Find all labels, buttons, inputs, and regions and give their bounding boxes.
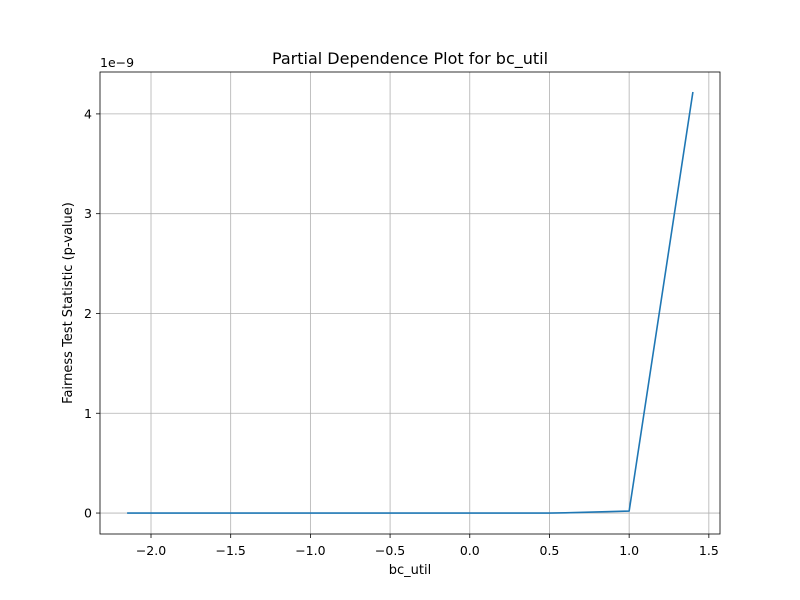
grid [100, 72, 720, 534]
x-axis-label: bc_util [389, 563, 431, 578]
x-tick-label: 1.0 [619, 543, 639, 558]
y-tick-label: 4 [84, 106, 92, 121]
y-axis-label: Fairness Test Statistic (p-value) [61, 202, 76, 404]
x-tick-label: 0.5 [540, 543, 560, 558]
x-tick-label: −1.5 [216, 543, 246, 558]
plot-frame [99, 71, 721, 535]
y-axis-ticks: 0 1 2 3 4 [84, 106, 100, 521]
y-tick-label: 0 [84, 506, 92, 521]
chart-title: Partial Dependence Plot for bc_util [272, 49, 548, 69]
x-tick-label: 1.5 [699, 543, 719, 558]
x-tick-label: −1.0 [295, 543, 325, 558]
y-tick-label: 1 [84, 406, 92, 421]
y-tick-label: 3 [84, 206, 92, 221]
series-line [127, 91, 694, 514]
y-axis-offset-label: 1e−9 [100, 55, 134, 70]
x-tick-label: −2.0 [136, 543, 166, 558]
plot-series [127, 91, 694, 514]
x-tick-label: −0.5 [375, 543, 405, 558]
x-tick-label: 0.0 [460, 543, 480, 558]
y-tick-label: 2 [84, 306, 92, 321]
x-axis-ticks: −2.0 −1.5 −1.0 −0.5 0.0 0.5 1.0 1.5 [136, 534, 719, 558]
